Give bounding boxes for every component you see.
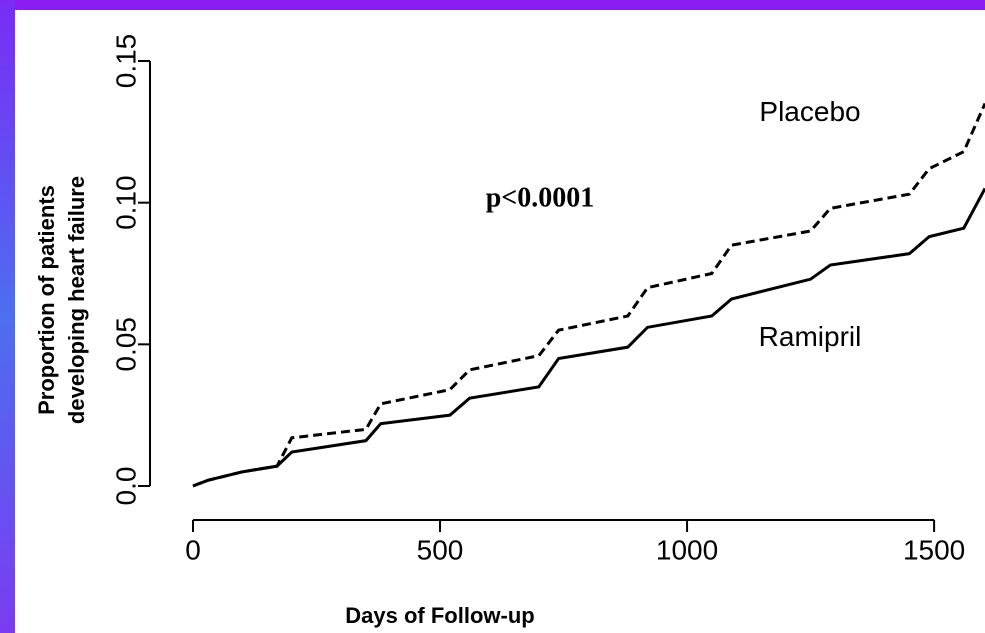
plot-area	[192, 102, 985, 488]
x-tick-label: 500	[417, 534, 464, 565]
y-axis-label: Proportion of patients	[34, 185, 59, 415]
x-tick-label: 1000	[656, 534, 718, 565]
side-strip	[0, 0, 15, 633]
y-tick-label: 0.10	[110, 175, 141, 230]
series-line	[192, 187, 985, 488]
legend-label: Ramipril	[759, 321, 862, 352]
p-value: p<0.0001	[486, 182, 595, 213]
x-tick-label: 0	[185, 534, 201, 565]
y-tick-label: 0.05	[110, 317, 141, 372]
x-tick-label: 1500	[903, 534, 965, 565]
series-line	[192, 102, 985, 488]
y-tick-label: 0.15	[110, 34, 141, 89]
y-tick-label: 0.0	[110, 467, 141, 506]
x-axis-label: Days of Follow-up	[345, 603, 534, 628]
legend-label: Placebo	[759, 96, 860, 127]
y-axis-label: developing heart failure	[64, 176, 89, 424]
chart-panel	[15, 10, 985, 633]
